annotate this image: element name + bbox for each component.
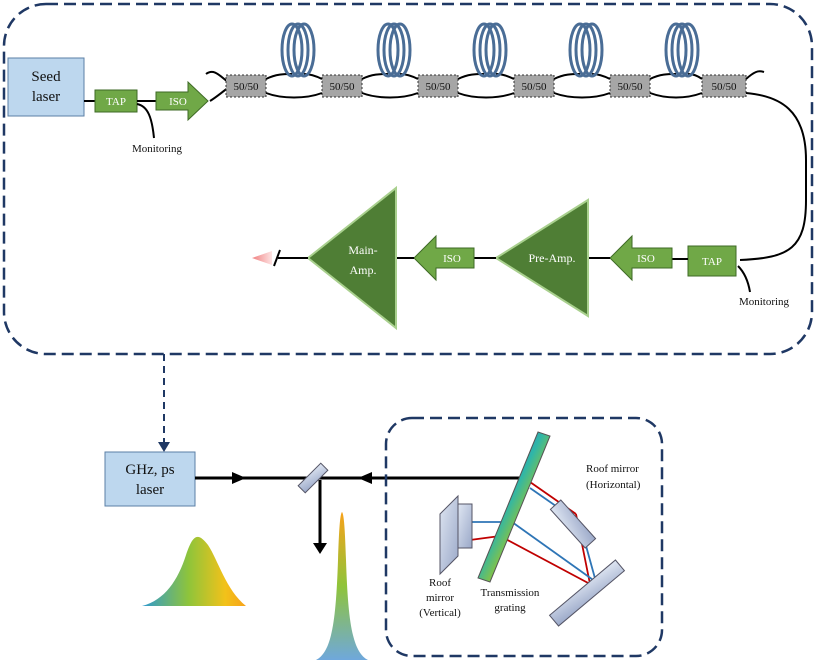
svg-text:50/50: 50/50 <box>521 81 547 93</box>
roof-mirror-horizontal-label-2: (Horizontal) <box>586 479 641 491</box>
monitoring-label-1: Monitoring <box>132 143 183 155</box>
beam-arrow-forward <box>232 472 246 484</box>
fiber-coil-5 <box>664 22 700 78</box>
output-arrowhead <box>313 543 327 554</box>
fiber-laser-frame <box>2 2 814 356</box>
fiber-output-fork <box>745 70 765 80</box>
main-amp-label-2: Amp. <box>350 263 377 277</box>
iso-3-label: ISO <box>443 253 461 265</box>
iso-2-label: ISO <box>637 253 655 265</box>
tap-1-label: TAP <box>106 96 126 108</box>
fiber-coil-3 <box>472 22 508 78</box>
connector-arrowhead <box>158 442 170 452</box>
transmission-grating-label-2: grating <box>494 602 526 614</box>
folding-mirror <box>548 559 626 627</box>
pickoff-mirror <box>297 462 329 494</box>
roof-mirror-vertical-label-2: mirror <box>426 592 454 604</box>
roof-mirror-vertical-label-1: Roof <box>429 577 451 589</box>
monitor-fiber-1 <box>136 103 155 139</box>
main-amp-label-1: Main- <box>348 243 377 257</box>
seed-laser-box <box>7 57 85 117</box>
roof-mirror-horizontal <box>549 499 597 549</box>
roof-mirror-vertical-label-3: (Vertical) <box>419 607 461 619</box>
splitter-2: 50/50 <box>321 74 363 98</box>
svg-text:50/50: 50/50 <box>233 81 259 93</box>
iso-1 <box>155 80 209 122</box>
monitoring-label-2: Monitoring <box>739 296 790 308</box>
splitter-5: 50/50 <box>609 74 651 98</box>
svg-text:50/50: 50/50 <box>711 81 737 93</box>
ghz-laser-label-1: GHz, ps <box>125 462 174 478</box>
svg-text:50/50: 50/50 <box>329 81 355 93</box>
compressed-pulse <box>316 512 368 660</box>
fiber-input-fork <box>205 70 229 102</box>
roof-mirror-vertical <box>439 494 473 576</box>
splitter-6: 50/50 <box>701 74 747 98</box>
monitor-fiber-2 <box>737 265 751 293</box>
pre-amp-label: Pre-Amp. <box>529 251 576 265</box>
splitter-1: 50/50 <box>225 74 267 98</box>
transmission-grating <box>477 431 551 583</box>
splitter-3: 50/50 <box>417 74 459 98</box>
beam-arrow-return <box>358 472 372 484</box>
ghz-laser-label-2: laser <box>136 482 164 498</box>
roof-mirror-horizontal-label-1: Roof mirror <box>586 463 639 475</box>
main-amplifier <box>306 185 397 331</box>
fiber-end-cap <box>273 249 281 267</box>
splitter-chain: 50/50 50/50 50/50 50/50 50/50 50/50 <box>225 22 747 99</box>
splitter-4: 50/50 <box>513 74 555 98</box>
svg-text:50/50: 50/50 <box>425 81 451 93</box>
iso-3 <box>413 234 475 282</box>
fiber-coil-1 <box>280 22 316 78</box>
compressor-frame <box>384 416 664 658</box>
fiber-loop <box>739 92 807 261</box>
iso-1-label: ISO <box>169 96 187 108</box>
tap-2 <box>687 245 737 277</box>
seed-laser-label-1: Seed <box>31 69 61 85</box>
iso-2 <box>609 234 673 282</box>
output-beam <box>252 251 272 265</box>
fiber-coil-2 <box>376 22 412 78</box>
tap-2-label: TAP <box>702 256 722 268</box>
pre-amplifier <box>494 198 589 318</box>
transmission-grating-label-1: Transmission <box>481 587 540 599</box>
seed-laser-label-2: laser <box>32 89 60 105</box>
fiber-coil-4 <box>568 22 604 78</box>
svg-text:50/50: 50/50 <box>617 81 643 93</box>
broad-pulse <box>142 536 246 606</box>
